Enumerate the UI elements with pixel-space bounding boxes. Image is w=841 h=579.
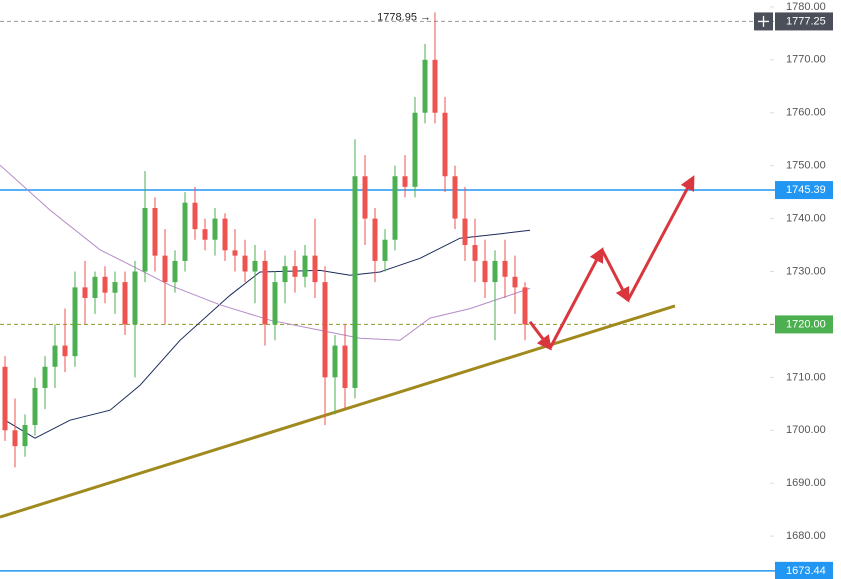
candle-body [412, 112, 418, 187]
price-label-box [775, 315, 833, 334]
y-tick-label: 1700.00 [786, 424, 826, 436]
price-label: 1720.00 [786, 318, 826, 330]
candle-body [292, 266, 298, 277]
candle-body [362, 176, 368, 219]
plus-icon [758, 15, 769, 27]
y-tick-label: 1760.00 [786, 107, 826, 119]
candle-body [482, 260, 488, 283]
price-label-box [775, 561, 833, 579]
candle-body [92, 276, 98, 298]
y-tick-label: 1680.00 [786, 530, 826, 542]
price-label-box [775, 181, 833, 200]
candle-body [162, 255, 168, 283]
candle-body [142, 207, 148, 272]
candle-body [312, 255, 318, 283]
forecast-arrow [528, 320, 552, 351]
candle-body [452, 176, 458, 219]
candle-body [192, 202, 198, 230]
y-tick-label: 1730.00 [786, 265, 826, 277]
y-tick-label: 1750.00 [786, 160, 826, 172]
price-label: 1673.44 [786, 565, 826, 577]
candle-body [52, 345, 58, 367]
candle-body [352, 176, 358, 388]
candle-body [82, 287, 88, 298]
candle-body [152, 207, 158, 256]
candle-body [462, 218, 468, 246]
candle-body [432, 59, 438, 113]
candle-body [252, 260, 258, 272]
candle-body [402, 176, 408, 187]
candle-body [282, 266, 288, 283]
forecast-arrow [600, 249, 630, 303]
price-label: 1745.39 [786, 184, 826, 196]
candle-body [372, 218, 378, 261]
candle-body [212, 218, 218, 240]
y-tick-label: 1780.00 [786, 1, 826, 13]
candle-body [242, 255, 248, 272]
candle-body [122, 282, 128, 325]
candle-body [382, 239, 388, 261]
candle-body [502, 260, 508, 277]
candle-body [392, 176, 398, 240]
y-tick-label: 1710.00 [786, 371, 826, 383]
candle-body [12, 430, 18, 447]
price-label: 1777.25 [786, 15, 826, 27]
price-label-box [775, 12, 833, 31]
candle-body [422, 59, 428, 113]
candle-body [492, 260, 498, 283]
candle-body [2, 366, 8, 431]
candle-body [262, 260, 268, 325]
candle-body [522, 287, 528, 325]
y-tick-label: 1770.00 [786, 54, 826, 66]
candle-body [322, 282, 328, 378]
y-tick-label: 1690.00 [786, 477, 826, 489]
candle-body [472, 245, 478, 261]
candle-body [32, 387, 38, 425]
candle-body [112, 282, 118, 293]
overlay-line [4, 229, 531, 439]
candle-body [232, 250, 238, 256]
candle-body [302, 255, 308, 277]
candle-body [442, 112, 448, 177]
candle-body [182, 202, 188, 261]
candle-body [62, 345, 68, 357]
candle-body [132, 271, 138, 325]
candle-body [172, 260, 178, 283]
overlay-line [0, 164, 531, 341]
y-tick-label: 1740.00 [786, 212, 826, 224]
candle-body [332, 345, 338, 378]
candle-body [222, 218, 228, 251]
candle-body [42, 366, 48, 388]
candle-body [72, 287, 78, 357]
candle-body [342, 345, 348, 388]
high-annotation: 1778.95 → [377, 11, 431, 23]
candle-body [102, 276, 108, 293]
candle-body [22, 424, 28, 447]
overlay-line [0, 304, 676, 519]
forecast-arrow [548, 247, 604, 349]
candle-body [512, 276, 518, 288]
candle-body [202, 229, 208, 240]
forecast-arrow [626, 175, 695, 301]
candle-body [272, 282, 278, 325]
